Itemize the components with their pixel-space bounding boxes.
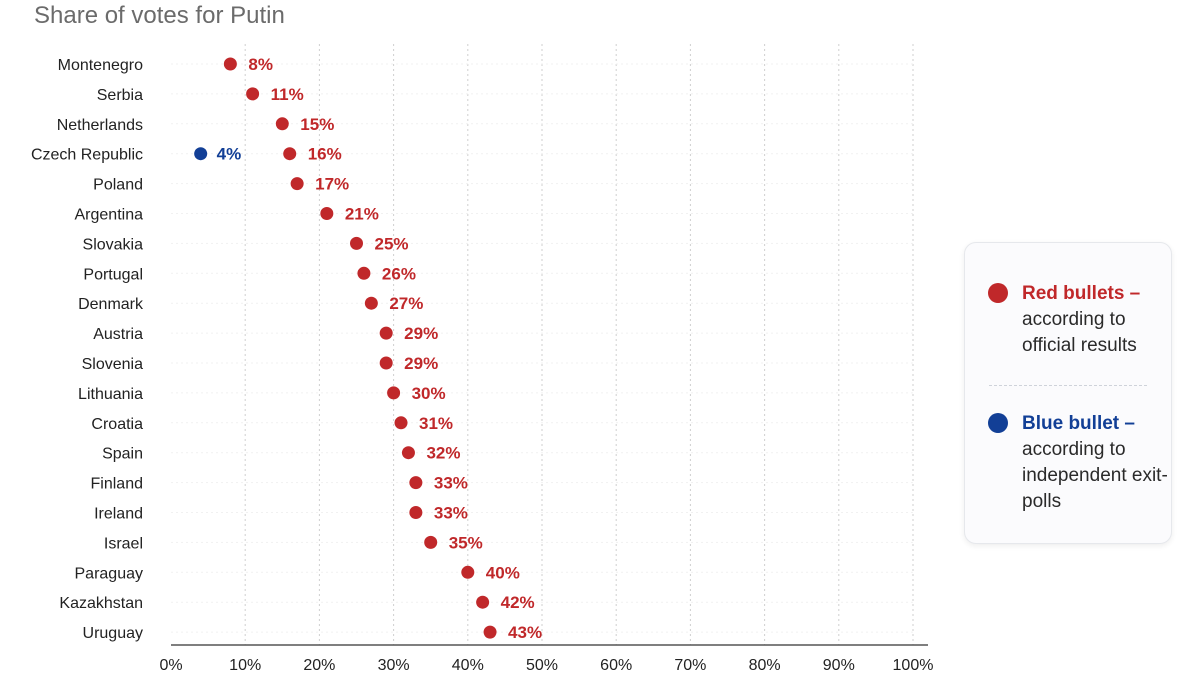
red-value-label: 42% [501, 593, 535, 612]
country-label: Uruguay [83, 625, 143, 642]
red-bullet-point [409, 476, 423, 490]
red-bullet-point [483, 625, 497, 639]
legend-text-red: Red bullets – according to official resu… [1022, 281, 1172, 359]
red-bullet-point [283, 147, 297, 161]
red-value-label: 30% [412, 384, 446, 403]
red-bullet-point [387, 386, 401, 400]
x-tick-label: 70% [674, 657, 706, 674]
red-value-label: 26% [382, 264, 416, 283]
red-value-label: 11% [271, 85, 304, 104]
blue-bullet-point [194, 147, 208, 161]
country-label: Czech Republic [31, 147, 143, 164]
x-tick-label: 0% [159, 657, 182, 674]
country-label: Spain [102, 446, 143, 463]
x-tick-label: 40% [452, 657, 484, 674]
country-label: Poland [93, 177, 143, 194]
red-value-label: 33% [434, 504, 468, 523]
x-tick-label: 80% [749, 657, 781, 674]
red-bullet-icon [988, 283, 1008, 303]
country-label: Ireland [94, 506, 143, 523]
legend-red-heading: Red bullets – [1022, 283, 1141, 304]
blue-value-label: 4% [217, 145, 242, 164]
red-bullet-point [476, 595, 490, 609]
country-label: Netherlands [57, 117, 143, 134]
red-value-label: 33% [434, 474, 468, 493]
red-bullet-point [379, 356, 393, 370]
legend-blue-description: according to independent exit-polls [1022, 439, 1168, 512]
x-tick-label: 50% [526, 657, 558, 674]
red-value-label: 17% [315, 175, 349, 194]
red-bullet-point [394, 416, 408, 430]
red-value-label: 21% [345, 205, 379, 224]
x-tick-label: 60% [600, 657, 632, 674]
red-value-label: 43% [508, 623, 542, 642]
legend-blue-heading: Blue bullet – [1022, 413, 1135, 434]
legend-text-blue: Blue bullet – according to independent e… [1022, 411, 1172, 515]
country-label: Israel [104, 535, 143, 552]
red-bullet-point [401, 446, 415, 460]
country-label: Slovakia [83, 236, 144, 253]
red-value-label: 25% [375, 234, 409, 253]
red-value-label: 29% [404, 324, 438, 343]
country-label: Denmark [78, 296, 144, 313]
legend-divider [989, 385, 1147, 386]
country-label: Argentina [75, 207, 144, 224]
red-bullet-point [379, 326, 393, 340]
x-tick-label: 90% [823, 657, 855, 674]
x-tick-label: 20% [303, 657, 335, 674]
blue-bullet-icon [988, 413, 1008, 433]
red-bullet-point [461, 565, 475, 579]
red-bullet-point [275, 117, 289, 131]
country-label: Finland [91, 476, 143, 493]
red-value-label: 35% [449, 533, 483, 552]
country-label: Serbia [97, 87, 143, 104]
red-value-label: 32% [426, 444, 460, 463]
red-value-label: 27% [389, 294, 423, 313]
x-tick-label: 10% [229, 657, 261, 674]
red-bullet-point [223, 57, 237, 71]
red-bullet-point [320, 207, 334, 220]
red-bullet-point [290, 177, 304, 191]
red-value-label: 31% [419, 414, 453, 433]
red-value-label: 29% [404, 354, 438, 373]
x-tick-label: 100% [893, 657, 934, 674]
red-value-label: 16% [308, 145, 342, 164]
country-label: Lithuania [78, 386, 143, 403]
country-label: Paraguay [75, 565, 144, 582]
red-bullet-point [357, 266, 371, 280]
country-label: Portugal [83, 266, 143, 283]
red-bullet-point [350, 236, 363, 250]
country-label: Kazakhstan [59, 595, 143, 612]
country-label: Slovenia [82, 356, 143, 373]
legend: Red bullets – according to official resu… [964, 242, 1172, 544]
red-value-label: 15% [300, 115, 334, 134]
legend-red-description: according to official results [1022, 309, 1137, 356]
red-bullet-point [246, 87, 260, 101]
red-bullet-point [424, 535, 438, 549]
country-label: Montenegro [58, 57, 143, 74]
x-tick-label: 30% [378, 657, 410, 674]
red-bullet-point [409, 506, 423, 519]
chart-title: Share of votes for Putin [34, 2, 285, 29]
red-bullet-point [364, 296, 378, 310]
red-value-label: 40% [486, 563, 520, 582]
red-value-label: 8% [248, 55, 273, 74]
country-label: Croatia [91, 416, 143, 433]
country-label: Austria [93, 326, 143, 343]
